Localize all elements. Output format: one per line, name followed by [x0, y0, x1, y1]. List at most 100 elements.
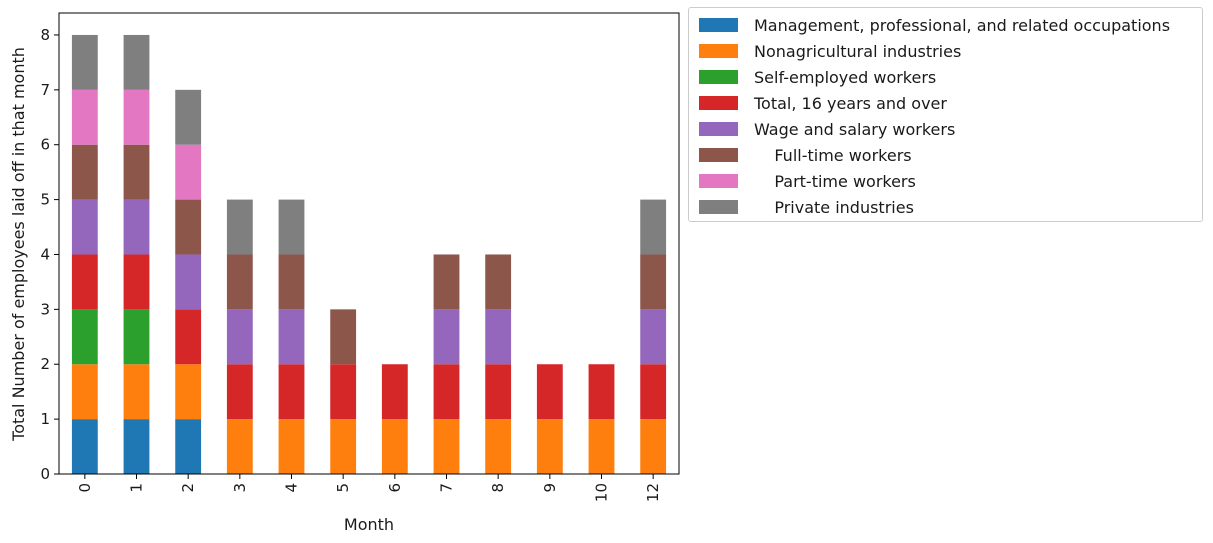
legend-item: Self-employed workers — [699, 67, 936, 87]
bar-segment-10-series-1 — [588, 419, 615, 474]
bar-segment-12-series-7 — [640, 199, 667, 255]
bar-segment-2-series-0 — [175, 419, 202, 474]
bar-segment-1-series-0 — [123, 419, 150, 474]
legend-label: Nonagricultural industries — [754, 41, 962, 61]
bar-segment-1-series-4 — [123, 199, 150, 255]
bar-segment-3-series-4 — [226, 309, 253, 365]
legend-swatch — [699, 96, 738, 110]
bar-segment-7-series-5 — [433, 254, 460, 310]
bar-segment-7-series-4 — [433, 309, 460, 365]
x-tick-label: 3 — [231, 483, 249, 493]
bar-segment-0-series-1 — [71, 364, 98, 420]
bar-segment-0-series-5 — [71, 144, 98, 200]
x-axis-label: Month — [344, 515, 394, 534]
bar-segment-9-series-3 — [536, 364, 563, 420]
bar-segment-8-series-3 — [485, 364, 512, 420]
bars-group — [71, 34, 667, 474]
legend-item: Nonagricultural industries — [699, 41, 961, 61]
bar-segment-8-series-5 — [485, 254, 512, 310]
legend-item: Total, 16 years and over — [699, 93, 947, 113]
legend-item: Management, professional, and related oc… — [699, 15, 1170, 35]
legend: Management, professional, and related oc… — [688, 7, 1203, 222]
bar-segment-1-series-7 — [123, 34, 150, 90]
bar-segment-1-series-3 — [123, 254, 150, 310]
bar-segment-6-series-3 — [381, 364, 408, 420]
bar-segment-0-series-0 — [71, 419, 98, 474]
bar-segment-7-series-3 — [433, 364, 460, 420]
legend-label: Private industries — [754, 197, 914, 217]
legend-swatch — [699, 18, 738, 32]
bar-segment-12-series-1 — [640, 419, 667, 474]
bar-segment-9-series-1 — [536, 419, 563, 474]
legend-swatch — [699, 148, 738, 162]
bar-segment-7-series-1 — [433, 419, 460, 474]
bar-segment-3-series-7 — [226, 199, 253, 255]
bar-segment-4-series-3 — [278, 364, 305, 420]
legend-swatch — [699, 44, 738, 58]
x-tick-label: 1 — [128, 483, 146, 493]
legend-swatch — [699, 174, 738, 188]
y-tick-label: 3 — [40, 300, 50, 318]
bar-segment-0-series-6 — [71, 89, 98, 145]
legend-swatch — [699, 70, 738, 84]
y-tick-label: 5 — [40, 191, 50, 209]
bar-segment-5-series-1 — [330, 419, 357, 474]
x-tick-label: 9 — [541, 483, 559, 493]
x-tick-label: 0 — [76, 483, 94, 493]
bar-segment-1-series-2 — [123, 309, 150, 365]
x-tick-label: 12 — [644, 483, 662, 502]
bar-segment-5-series-5 — [330, 309, 357, 365]
legend-label: Self-employed workers — [754, 67, 937, 87]
bar-segment-2-series-3 — [175, 309, 202, 365]
y-axis: 0 1 2 3 4 5 6 7 8 — [40, 26, 59, 483]
legend-item: Private industries — [699, 197, 914, 217]
bar-segment-1-series-1 — [123, 364, 150, 420]
x-tick-label: 7 — [438, 483, 456, 493]
legend-label: Total, 16 years and over — [754, 93, 947, 113]
x-axis: 0 1 2 3 4 5 6 7 8 9 10 12 — [76, 474, 662, 502]
bar-segment-6-series-1 — [381, 419, 408, 474]
x-tick-label: 6 — [386, 483, 404, 493]
bar-segment-4-series-7 — [278, 199, 305, 255]
legend-label: Full-time workers — [754, 145, 912, 165]
bar-segment-2-series-6 — [175, 144, 202, 200]
bar-segment-3-series-1 — [226, 419, 253, 474]
y-tick-label: 0 — [40, 465, 50, 483]
bar-segment-10-series-3 — [588, 364, 615, 420]
bar-segment-0-series-3 — [71, 254, 98, 310]
bar-segment-0-series-4 — [71, 199, 98, 255]
bar-segment-3-series-3 — [226, 364, 253, 420]
y-tick-label: 6 — [40, 136, 50, 154]
bar-segment-4-series-4 — [278, 309, 305, 365]
plot-frame — [58, 12, 680, 475]
bar-segment-0-series-2 — [71, 309, 98, 365]
x-tick-label: 5 — [334, 483, 352, 493]
bar-segment-2-series-5 — [175, 199, 202, 255]
bar-segment-12-series-4 — [640, 309, 667, 365]
y-tick-label: 7 — [40, 81, 50, 99]
bar-segment-12-series-5 — [640, 254, 667, 310]
y-tick-label: 2 — [40, 355, 50, 373]
x-tick-label: 2 — [179, 483, 197, 493]
bar-segment-5-series-3 — [330, 364, 357, 420]
legend-swatch — [699, 122, 738, 136]
y-tick-label: 8 — [40, 26, 50, 44]
y-tick-label: 1 — [40, 410, 50, 428]
legend-label: Management, professional, and related oc… — [754, 15, 1171, 35]
bar-segment-1-series-5 — [123, 144, 150, 200]
bar-segment-4-series-5 — [278, 254, 305, 310]
bar-segment-0-series-7 — [71, 34, 98, 90]
x-tick-label: 8 — [489, 483, 507, 493]
y-tick-label: 4 — [40, 245, 50, 263]
y-axis-label: Total Number of employees laid off in th… — [9, 47, 28, 442]
legend-label: Wage and salary workers — [754, 119, 956, 139]
bar-segment-4-series-1 — [278, 419, 305, 474]
bar-segment-8-series-4 — [485, 309, 512, 365]
x-tick-label: 10 — [593, 483, 611, 502]
x-tick-label: 4 — [283, 483, 301, 493]
legend-label: Part-time workers — [754, 171, 916, 191]
legend-item: Wage and salary workers — [699, 119, 955, 139]
bar-segment-2-series-7 — [175, 89, 202, 145]
bar-segment-3-series-5 — [226, 254, 253, 310]
